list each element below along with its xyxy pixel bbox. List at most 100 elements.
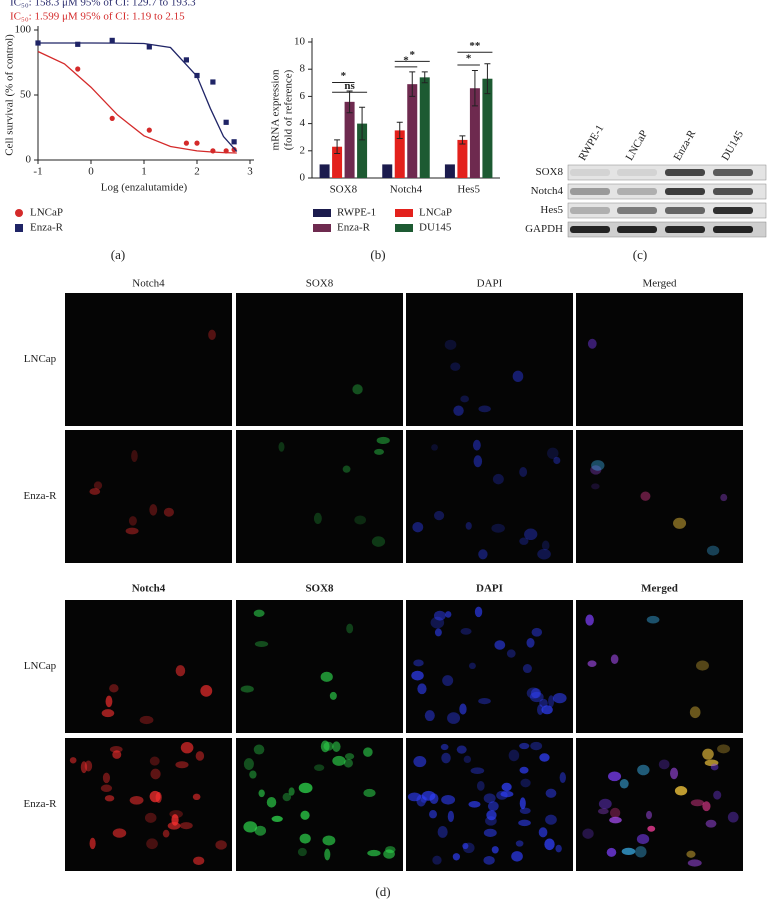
cell [104,795,115,802]
point [231,147,237,153]
cell [519,766,529,774]
cell [673,517,687,529]
blot-band [570,207,610,214]
cell [453,405,464,416]
cell [518,819,531,827]
error-bar [484,63,491,95]
bar [407,84,418,178]
column-header: Merged [641,583,678,595]
cell [447,810,455,823]
cell [506,649,516,658]
cell [474,606,483,618]
cell [329,691,337,700]
point [75,41,81,47]
cell [460,628,472,635]
cell [511,851,523,862]
cell [686,850,696,858]
cell [297,847,307,857]
legend-label: LNCaP [30,207,63,219]
cell [167,821,181,830]
micrograph [236,600,403,733]
cell [582,828,594,839]
blot-band [570,188,610,195]
cell [690,799,705,807]
y-tick-label: 50 [20,89,32,101]
cell [519,467,528,478]
cell [541,705,553,715]
cell [609,807,621,818]
cell [537,548,551,560]
cell [515,840,524,847]
error-bar [346,90,353,114]
error-bar [359,106,366,141]
micrograph [65,430,232,563]
panel-label: (a) [111,247,125,262]
cell [149,504,158,516]
cell [541,540,550,551]
cell [619,779,629,789]
cell [591,483,600,490]
cell [640,491,651,501]
error-bar [459,135,466,145]
cell [456,745,467,754]
cell [324,848,331,861]
legend-swatch [313,209,331,217]
point [183,140,189,146]
cell [323,741,334,751]
cell [452,853,461,861]
bar [419,77,430,178]
cell [80,761,88,774]
lane-label: RWPE-1 [576,123,606,163]
cell [441,795,456,805]
error-bar [396,121,403,140]
blot-band [617,169,657,176]
y-tick-label: 6 [300,90,306,102]
cell [727,811,739,823]
cell [519,537,529,545]
point [109,115,115,121]
x-tick-label: 0 [88,166,94,178]
cell [146,838,158,850]
significance-label: ns [344,80,355,92]
cell [687,859,702,867]
cell [720,493,728,502]
cell [717,744,730,754]
y-axis-label: Cell survival (% of control) [4,34,16,156]
cell [470,767,485,775]
cell [383,849,395,859]
cell [429,810,437,819]
cell [526,637,535,648]
legend-label: Enza-R [30,222,64,234]
cell [299,833,311,844]
cell [129,795,144,805]
cell [598,798,612,810]
cell [483,855,495,865]
cell [552,693,567,704]
cell [112,750,122,759]
bar [394,130,405,178]
cell [149,756,160,766]
cell [413,756,427,768]
micrograph [576,430,743,563]
cell [271,815,283,822]
column-header: Notch4 [132,278,165,290]
cell [320,740,330,753]
blot-band [617,226,657,233]
cell [112,828,127,838]
bar [344,101,355,178]
cell [559,772,566,784]
cell [179,822,193,830]
cell [597,808,609,815]
point [109,37,115,43]
point [223,119,229,125]
column-header: SOX8 [306,278,334,290]
cell [519,742,530,750]
blot-band [570,226,610,233]
cell [300,810,310,820]
cell [647,825,656,832]
cell [702,801,711,812]
cell [322,835,336,846]
blot-band [665,226,705,233]
legend-label: DU145 [419,222,452,234]
